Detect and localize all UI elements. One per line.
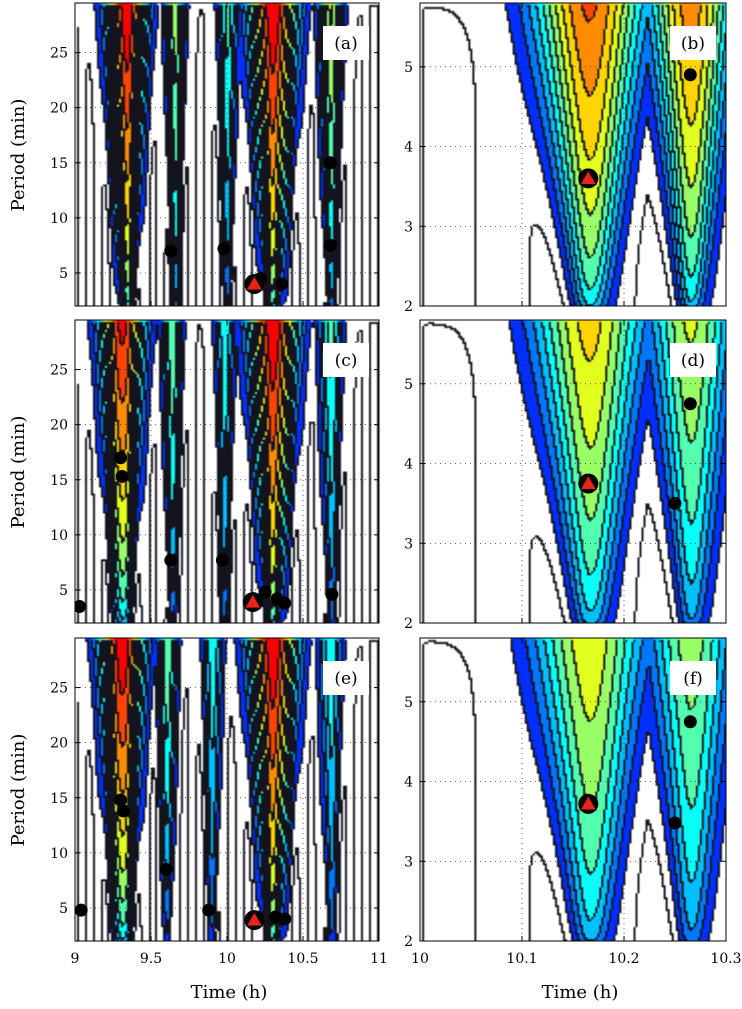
y-tick-label: 5 bbox=[404, 377, 413, 393]
ridge-point-marker bbox=[114, 793, 128, 807]
ridge-point-marker bbox=[323, 156, 337, 170]
panel-d: 2 3 4 5 (d) bbox=[404, 319, 727, 632]
peak-triangle-marker bbox=[579, 474, 597, 490]
y-tick-label: 10 bbox=[50, 528, 68, 544]
x-tick-label: 10.5 bbox=[287, 951, 318, 967]
y-tick-label: 2 bbox=[404, 616, 413, 632]
ridge-point-marker bbox=[215, 553, 229, 567]
panel-c: 5 10 15 20 25 (c) bbox=[50, 319, 380, 624]
ridge-point-marker bbox=[668, 496, 682, 510]
panel-label-box bbox=[323, 661, 369, 695]
panel-label: (a) bbox=[323, 26, 369, 60]
panel-e: 5 10 15 20 25 9 9.5 10 10.5 11 (e) bbox=[50, 637, 388, 967]
y-tick-label: 5 bbox=[59, 266, 68, 282]
panel-f: 2 3 4 5 10 10.1 10.2 10.3 (f) bbox=[404, 637, 742, 967]
y-tick-label: 2 bbox=[404, 934, 413, 950]
ridge-point-marker bbox=[115, 469, 129, 483]
ridge-point-marker bbox=[164, 244, 178, 258]
ridge-point-marker bbox=[159, 862, 173, 876]
peak-triangle-marker bbox=[579, 169, 597, 185]
x-tick-label: 10.1 bbox=[506, 951, 537, 967]
ridge-point-marker bbox=[278, 596, 292, 610]
peak-triangle-marker bbox=[244, 593, 262, 609]
ylabel-panel-a: Period (min) bbox=[8, 99, 29, 212]
panel-label: (b) bbox=[670, 26, 716, 60]
axes-frame bbox=[419, 637, 727, 942]
ridge-point-marker bbox=[325, 587, 339, 601]
x-tick-label: 10.3 bbox=[710, 951, 741, 967]
y-tick-label: 5 bbox=[404, 695, 413, 711]
y-tick-label: 3 bbox=[404, 219, 413, 235]
peak-triangle-marker bbox=[245, 911, 264, 927]
y-tick-label: 5 bbox=[59, 583, 68, 599]
panel-label: (e) bbox=[323, 661, 369, 695]
y-tick-label: 5 bbox=[404, 60, 413, 76]
y-tick-label: 20 bbox=[50, 736, 68, 752]
ridge-point-marker bbox=[202, 903, 216, 917]
x-tick-label: 10 bbox=[411, 951, 429, 967]
y-tick-label: 5 bbox=[59, 901, 68, 917]
ridge-point-marker bbox=[114, 451, 128, 465]
panel-label: (d) bbox=[670, 343, 716, 377]
panel-label-box bbox=[323, 343, 369, 377]
panel-label: (c) bbox=[323, 343, 369, 377]
panel-label-text: (b) bbox=[681, 34, 705, 54]
axes-frame bbox=[419, 319, 727, 624]
y-tick-label: 4 bbox=[404, 775, 413, 791]
x-tick-label: 10 bbox=[218, 951, 236, 967]
x-tick-label: 9 bbox=[71, 951, 80, 967]
ridge-point-marker bbox=[217, 242, 231, 256]
ridge-point-marker bbox=[683, 397, 697, 411]
y-tick-label: 15 bbox=[50, 156, 68, 172]
panel-label-text: (a) bbox=[334, 34, 357, 54]
y-tick-label: 20 bbox=[50, 418, 68, 434]
panel-label-box bbox=[323, 26, 369, 60]
panel-label-text: (e) bbox=[334, 669, 357, 689]
y-tick-label: 10 bbox=[50, 846, 68, 862]
ylabel-panel-c: Period (min) bbox=[8, 416, 29, 529]
panel-label: (f) bbox=[670, 661, 716, 695]
y-tick-label: 2 bbox=[404, 299, 413, 315]
xlabel-left: Time (h) bbox=[191, 982, 268, 1003]
ridge-point-marker bbox=[323, 238, 337, 252]
y-tick-label: 10 bbox=[50, 211, 68, 227]
ridge-point-marker bbox=[668, 816, 682, 830]
ridge-point-marker bbox=[683, 68, 697, 82]
panel-label-box bbox=[670, 661, 716, 695]
panel-b: 2 3 4 5 (b) bbox=[404, 2, 727, 315]
ridge-point-marker bbox=[75, 599, 87, 613]
y-tick-label: 25 bbox=[50, 681, 68, 697]
panel-label-box bbox=[670, 343, 716, 377]
y-tick-label: 15 bbox=[50, 791, 68, 807]
y-tick-label: 3 bbox=[404, 536, 413, 552]
peak-triangle-marker bbox=[245, 275, 264, 291]
y-tick-label: 25 bbox=[50, 363, 68, 379]
x-tick-label: 10.2 bbox=[608, 951, 639, 967]
y-tick-label: 4 bbox=[404, 140, 413, 156]
ridge-point-marker bbox=[278, 912, 292, 926]
ridge-point-marker bbox=[258, 585, 272, 599]
y-tick-label: 15 bbox=[50, 473, 68, 489]
y-tick-label: 4 bbox=[404, 457, 413, 473]
panel-label-text: (c) bbox=[335, 351, 358, 371]
xlabel-right: Time (h) bbox=[542, 982, 619, 1003]
panel-label-text: (f) bbox=[683, 669, 703, 689]
panel-a: 5 10 15 20 25 (a) bbox=[50, 2, 380, 307]
ridge-point-marker bbox=[117, 804, 131, 818]
y-tick-label: 20 bbox=[50, 101, 68, 117]
ridge-point-marker bbox=[75, 903, 88, 917]
axes-frame bbox=[419, 2, 727, 307]
x-tick-label: 11 bbox=[370, 951, 388, 967]
peak-triangle-marker bbox=[579, 795, 597, 811]
y-tick-label: 3 bbox=[404, 854, 413, 870]
y-tick-label: 25 bbox=[50, 46, 68, 62]
panel-label-box bbox=[670, 26, 716, 60]
panel-label-text: (d) bbox=[681, 351, 705, 371]
ylabel-panel-e: Period (min) bbox=[8, 734, 29, 847]
ridge-point-marker bbox=[164, 553, 178, 567]
ridge-point-marker bbox=[683, 715, 697, 729]
ridge-point-marker bbox=[275, 277, 289, 291]
x-tick-label: 9.5 bbox=[140, 951, 162, 967]
